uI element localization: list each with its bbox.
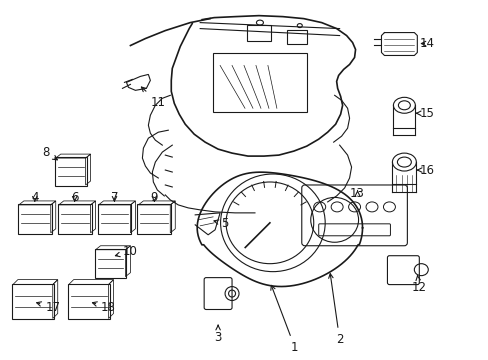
Text: 2: 2 xyxy=(328,274,343,346)
Text: 13: 13 xyxy=(349,188,364,201)
Text: 3: 3 xyxy=(214,325,222,344)
Text: 12: 12 xyxy=(411,275,426,294)
Text: 8: 8 xyxy=(42,145,57,160)
Text: 7: 7 xyxy=(110,192,118,204)
Text: 11: 11 xyxy=(141,87,165,109)
Text: 5: 5 xyxy=(214,217,228,230)
Text: 18: 18 xyxy=(92,301,116,314)
Text: 16: 16 xyxy=(416,163,434,176)
Text: 9: 9 xyxy=(150,192,158,204)
Text: 17: 17 xyxy=(37,301,60,314)
Text: 6: 6 xyxy=(71,192,78,204)
Text: 4: 4 xyxy=(31,192,39,204)
Text: 14: 14 xyxy=(419,37,434,50)
Text: 1: 1 xyxy=(270,285,298,354)
Text: 15: 15 xyxy=(416,107,434,120)
Text: 10: 10 xyxy=(115,245,138,258)
